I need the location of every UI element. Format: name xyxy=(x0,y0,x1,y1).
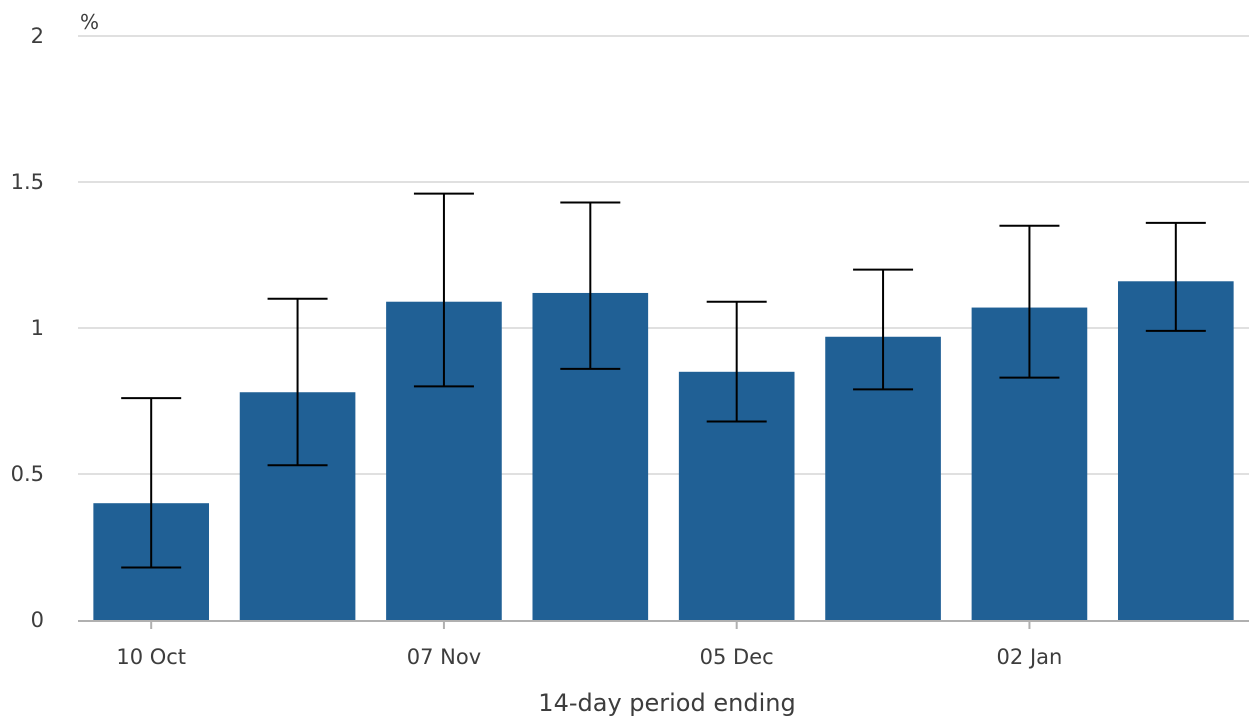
y-tick-label: 0 xyxy=(31,608,44,632)
x-tick-label: 10 Oct xyxy=(116,645,186,669)
error-bar xyxy=(999,224,1060,379)
x-tick-label: 02 Jan xyxy=(997,645,1063,669)
x-tick-label: 05 Dec xyxy=(700,645,774,669)
error-bar xyxy=(413,192,474,388)
error-bar xyxy=(1145,221,1206,332)
x-axis-ticks: 10 Oct 07 Nov 05 Dec 02 Jan xyxy=(116,621,1062,669)
error-bar xyxy=(121,397,182,569)
y-tick-label: 0.5 xyxy=(11,462,44,486)
y-axis-ticks: 0 0.5 1 1.5 2 xyxy=(11,24,44,632)
error-bar xyxy=(560,201,621,370)
y-tick-label: 2 xyxy=(31,24,44,48)
error-bar xyxy=(853,268,914,391)
x-axis-title: 14-day period ending xyxy=(538,689,795,717)
error-bars xyxy=(121,192,1206,569)
x-tick-label: 07 Nov xyxy=(407,645,481,669)
error-bar xyxy=(267,297,328,467)
y-tick-label: 1.5 xyxy=(11,170,44,194)
error-bar xyxy=(706,300,767,423)
y-tick-label: 1 xyxy=(31,316,44,340)
bar xyxy=(1117,281,1234,620)
bars xyxy=(93,281,1234,620)
y-unit-label: % xyxy=(80,10,99,34)
